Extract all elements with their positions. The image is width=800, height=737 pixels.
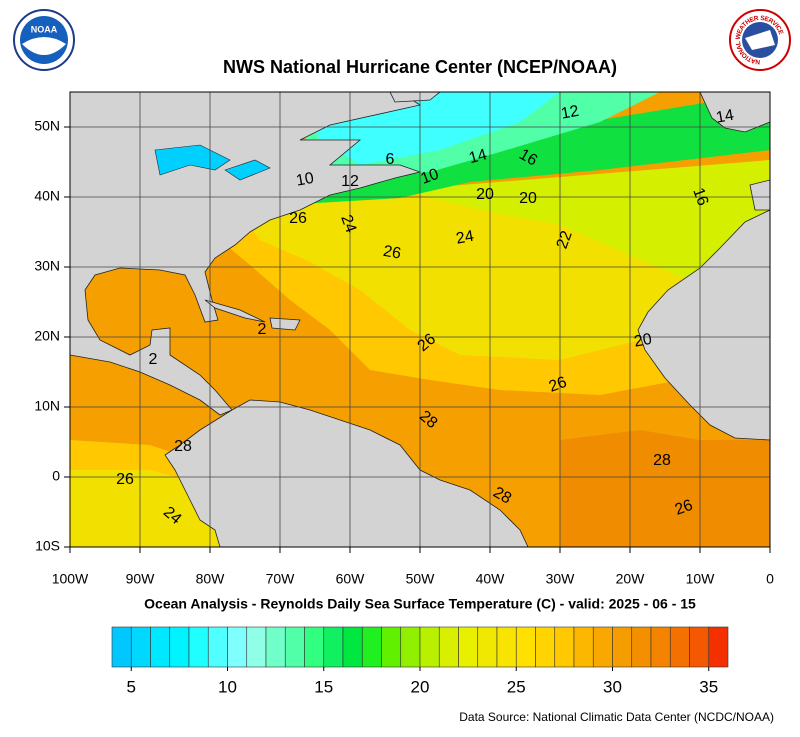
colorbar-swatch (169, 626, 190, 668)
colorbar-swatch (496, 626, 517, 668)
contour-label: 26 (547, 374, 570, 396)
colorbar-swatch (130, 626, 151, 668)
colorbar-tick-label: 25 (507, 677, 526, 696)
x-tick-label: 20W (616, 571, 646, 587)
contour-label: 20 (633, 331, 654, 351)
y-tick-label: 10N (34, 398, 60, 414)
contour-label: 12 (341, 173, 359, 190)
contour-label: 26 (289, 210, 307, 227)
colorbar-swatch (612, 626, 633, 668)
x-tick-label: 60W (336, 571, 366, 587)
noaa-logo: NOAA (13, 9, 75, 71)
colorbar-swatch (592, 626, 613, 668)
logo-text: NOAA (31, 24, 58, 34)
colorbar-swatch (342, 626, 363, 668)
colorbar-swatch (669, 626, 690, 668)
x-tick-label: 10W (686, 571, 716, 587)
subtitle: Ocean Analysis - Reynolds Daily Sea Surf… (144, 596, 696, 612)
colorbar-tick-label: 5 (127, 677, 136, 696)
colorbar-tick-label: 15 (314, 677, 333, 696)
colorbar-swatch (265, 626, 286, 668)
y-tick-label: 10S (35, 538, 60, 554)
x-tick-label: 50W (406, 571, 436, 587)
colorbar-swatch (323, 626, 344, 668)
contour-label: 2 (149, 351, 158, 368)
colorbar-tick-label: 35 (699, 677, 718, 696)
colorbar-swatch (207, 626, 228, 668)
colorbar-swatch (246, 626, 267, 668)
contour-label: 26 (673, 497, 696, 519)
contour-label: 20 (519, 190, 537, 207)
nws-logo: NATIONAL WEATHER SERVICE (729, 9, 791, 71)
contour-label: 24 (337, 213, 359, 236)
colorbar-swatch (188, 626, 209, 668)
colorbar-tick-label: 10 (218, 677, 237, 696)
colorbar-swatch (689, 626, 710, 668)
contour-label: 16 (689, 186, 711, 209)
y-tick-label: 40N (34, 188, 60, 204)
x-tick-label: 0 (766, 571, 774, 587)
contour-label: 10 (295, 170, 316, 190)
contour-label: 16 (516, 146, 540, 170)
x-tick-label: 40W (476, 571, 506, 587)
colorbar-tick-label: 20 (411, 677, 430, 696)
colorbar-swatch (650, 626, 671, 668)
x-tick-label: 90W (126, 571, 156, 587)
x-tick-label: 100W (52, 571, 89, 587)
colorbar-swatch (400, 626, 421, 668)
colorbar-swatch (304, 626, 325, 668)
colorbar-swatch (381, 626, 402, 668)
y-tick-label: 20N (34, 328, 60, 344)
title: NWS National Hurricane Center (NCEP/NOAA… (223, 57, 617, 77)
colorbar-swatch (573, 626, 594, 668)
colorbar-swatch (631, 626, 652, 668)
x-tick-label: 70W (266, 571, 296, 587)
colorbar-swatch (477, 626, 498, 668)
colorbar-swatch (284, 626, 305, 668)
contour-label: 28 (653, 452, 671, 469)
y-tick-label: 30N (34, 258, 60, 274)
x-tick-label: 80W (196, 571, 226, 587)
colorbar-swatch (554, 626, 575, 668)
grid (70, 92, 770, 547)
colorbar-swatch (419, 626, 440, 668)
contour-label: 24 (455, 228, 476, 248)
y-tick-label: 0 (52, 468, 60, 484)
contour-label: 14 (467, 146, 489, 167)
contour-label: 28 (174, 438, 192, 455)
contour-label: 14 (715, 107, 736, 127)
axes: 100W 90W 80W 70W 60W 50W 40W 30W 20W 10W 0 10S 0 10N 2… (34, 118, 774, 587)
colorbar-swatch (111, 626, 132, 668)
contour-label: 10 (419, 166, 442, 188)
contour-label: 26 (116, 471, 134, 488)
contour-label: 22 (554, 229, 576, 252)
colorbar-swatch (361, 626, 382, 668)
contour-label: 6 (386, 151, 395, 168)
colorbar: 5 10 15 20 25 30 35 (111, 626, 729, 696)
contour-label: 2 (258, 321, 267, 338)
colorbar-tick-label: 30 (603, 677, 622, 696)
y-tick-label: 50N (34, 118, 60, 134)
colorbar-swatch (458, 626, 479, 668)
source: Data Source: National Climatic Data Cent… (459, 710, 774, 724)
x-tick-label: 30W (546, 571, 576, 587)
colorbar-swatch (438, 626, 459, 668)
colorbar-swatch (227, 626, 248, 668)
contour-label: 20 (476, 186, 494, 203)
contour-label: 12 (560, 103, 581, 123)
colorbar-swatch (515, 626, 536, 668)
contour-label: 26 (382, 243, 403, 263)
colorbar-swatch (708, 626, 729, 668)
colorbar-swatch (535, 626, 556, 668)
contour-label: 28 (490, 484, 514, 508)
colorbar-swatch (150, 626, 171, 668)
